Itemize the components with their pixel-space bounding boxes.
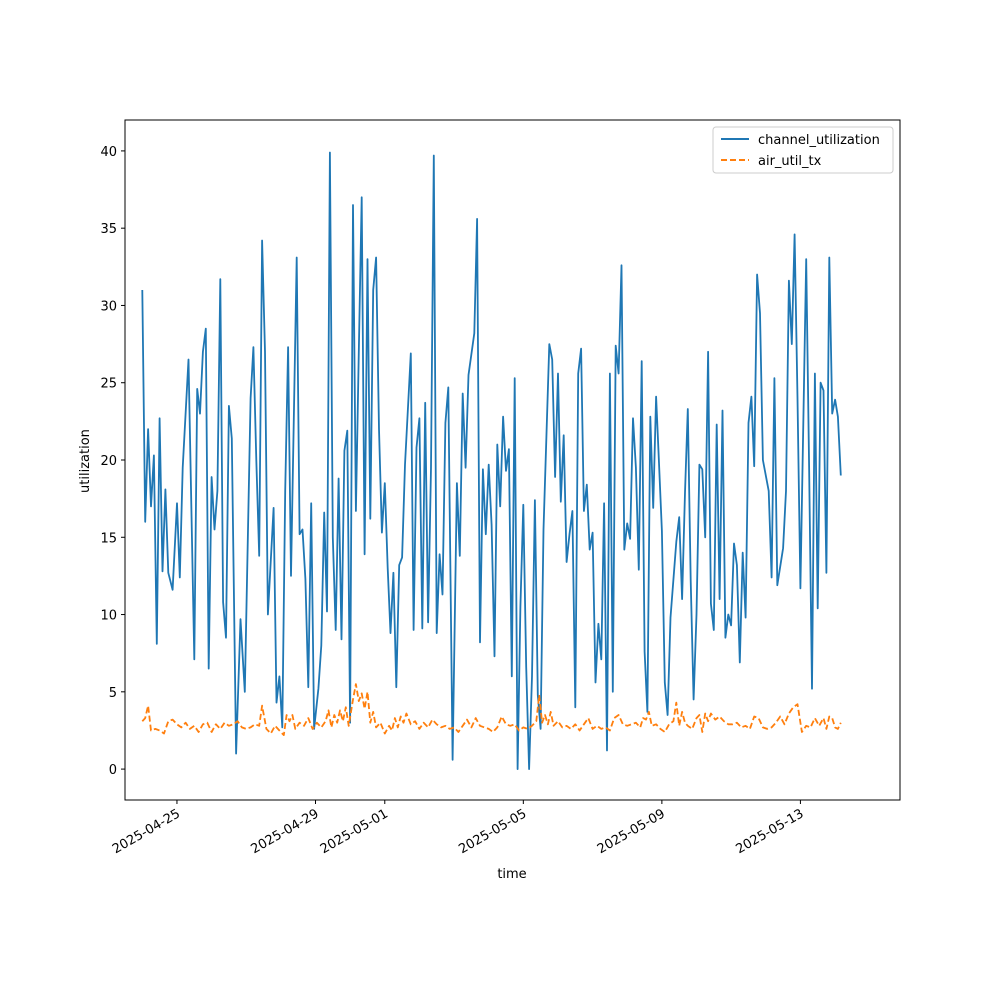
y-tick-label: 40 (100, 145, 117, 160)
y-tick-label: 15 (100, 531, 117, 546)
y-tick-label: 30 (100, 299, 117, 314)
y-axis-label: utilization (78, 429, 93, 493)
legend: channel_utilization air_util_tx (712, 126, 894, 174)
y-tick-label: 20 (100, 454, 117, 469)
series-line-channel-utilization (141, 151, 842, 770)
legend-label-channel-utilization: channel_utilization (758, 133, 880, 148)
y-tick-label: 10 (100, 609, 117, 624)
y-tick-label: 0 (109, 763, 117, 778)
y-tick-label: 25 (100, 377, 117, 392)
y-axis: 0 5 10 15 20 25 30 35 40 (100, 145, 125, 778)
legend-label-air-util-tx: air_util_tx (758, 154, 822, 169)
legend-box (712, 126, 894, 174)
series-layer (141, 151, 842, 770)
x-axis-label: time (497, 867, 526, 882)
y-tick-label: 5 (109, 686, 117, 701)
y-tick-label: 35 (100, 222, 117, 237)
series-line-air-util-tx (141, 683, 842, 736)
